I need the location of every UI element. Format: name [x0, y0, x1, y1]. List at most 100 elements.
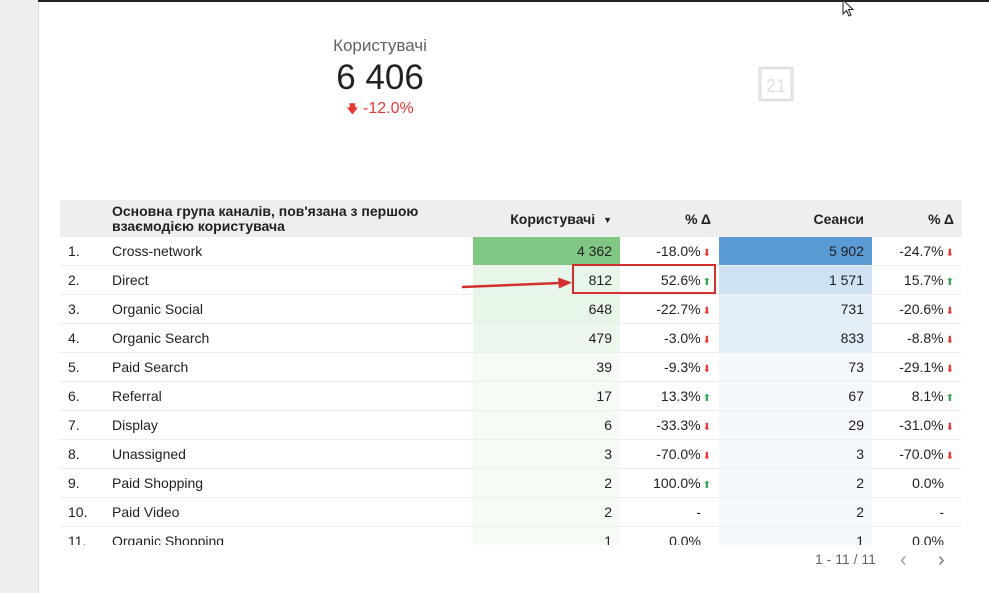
row-users-delta-value: -3.0% — [664, 330, 701, 346]
row-channel-value: Referral — [112, 388, 162, 404]
row-users: 4 362 — [473, 237, 620, 266]
calendar-icon-text: 21 — [766, 76, 786, 96]
arrow-down-icon: ⬇ — [702, 248, 711, 259]
chevron-left-icon[interactable]: ‹ — [900, 549, 907, 571]
chevron-right-icon[interactable]: › — [938, 549, 945, 571]
row-users-delta-value: 52.6% — [660, 272, 701, 288]
row-index-value: 6. — [68, 388, 80, 404]
table-row[interactable]: 1. Cross-network 4 362 -18.0% ⬇ 5 902 -24.7% ⬇ — [60, 237, 962, 266]
row-users: 2 — [473, 468, 620, 498]
row-users-delta: 13.3% ⬆ — [620, 381, 719, 411]
table-row[interactable]: 5. Paid Search 39 -9.3% ⬇ 73 -29.1% ⬇ — [60, 352, 962, 382]
users-scorecard: Користувачі 6 406 🡇 -12.0% — [300, 36, 460, 121]
row-users-value: 6 — [604, 417, 612, 433]
header-sessions[interactable]: Сеанси — [719, 200, 872, 237]
header-channel[interactable]: Основна група каналів, пов'язана з першо… — [104, 200, 473, 237]
row-index-value: 4. — [68, 330, 80, 346]
arrow-down-icon: ⬇ — [945, 335, 954, 346]
table-row[interactable]: 2. Direct 812 52.6% ⬆ 1 571 15.7% ⬆ — [60, 265, 962, 295]
row-users-value: 2 — [604, 475, 612, 491]
row-sessions: 731 — [719, 294, 872, 324]
row-index: 6. — [60, 381, 104, 411]
row-sessions: 5 902 — [719, 237, 872, 266]
row-channel-value: Display — [112, 417, 158, 433]
row-sessions-value: 3 — [856, 446, 864, 462]
table-row[interactable]: 10. Paid Video 2 - 2 - — [60, 497, 962, 527]
arrow-up-icon: ⬆ — [945, 393, 954, 404]
calendar-icon: 21 — [758, 66, 794, 102]
row-index: 5. — [60, 352, 104, 382]
scorecard-value: 6 406 — [336, 58, 424, 97]
row-users-delta-value: -70.0% — [656, 446, 701, 462]
top-border — [38, 0, 989, 2]
row-sessions-value: 2 — [856, 504, 864, 520]
annotation-arrow — [461, 277, 572, 289]
row-sessions-value: 73 — [848, 359, 864, 375]
row-channel-value: Paid Video — [112, 504, 180, 520]
row-index-value: 8. — [68, 446, 80, 462]
header-sessions-delta[interactable]: % Δ — [872, 200, 962, 237]
table-row[interactable]: 3. Organic Social 648 -22.7% ⬇ 731 -20.6% ⬇ — [60, 294, 962, 324]
arrow-down-icon: 🡇 — [346, 102, 359, 116]
header-users-delta[interactable]: % Δ — [620, 200, 719, 237]
table-row[interactable]: 8. Unassigned 3 -70.0% ⬇ 3 -70.0% ⬇ — [60, 439, 962, 469]
row-users: 39 — [473, 352, 620, 382]
row-users-value: 3 — [604, 446, 612, 462]
row-sessions-delta-value: -20.6% — [899, 301, 944, 317]
row-users-value: 479 — [588, 330, 612, 346]
row-index: 1. — [60, 237, 104, 266]
table-footer — [60, 545, 962, 593]
arrow-up-icon: ⬆ — [702, 480, 711, 491]
row-channel: Direct — [104, 265, 473, 295]
row-users: 479 — [473, 323, 620, 353]
row-index: 4. — [60, 323, 104, 353]
table-row[interactable]: 9. Paid Shopping 2 100.0% ⬆ 2 0.0% — [60, 468, 962, 498]
row-channel: Display — [104, 410, 473, 440]
row-channel: Organic Search — [104, 323, 473, 353]
table-row[interactable]: 7. Display 6 -33.3% ⬇ 29 -31.0% ⬇ — [60, 410, 962, 440]
row-users-value: 17 — [596, 388, 612, 404]
arrow-up-icon: ⬆ — [945, 277, 954, 288]
row-index: 9. — [60, 468, 104, 498]
row-sessions-delta: -31.0% ⬇ — [872, 410, 962, 440]
arrow-down-icon: ⬇ — [945, 451, 954, 462]
channel-table: Основна група каналів, пов'язана з першо… — [60, 200, 962, 556]
row-channel: Paid Video — [104, 497, 473, 527]
header-users[interactable]: Користувачі ▼ — [473, 200, 620, 237]
row-channel-value: Unassigned — [112, 446, 186, 462]
row-users: 2 — [473, 497, 620, 527]
row-sessions-delta: 8.1% ⬆ — [872, 381, 962, 411]
row-users-value: 2 — [604, 504, 612, 520]
row-sessions-value: 2 — [856, 475, 864, 491]
row-sessions: 2 — [719, 468, 872, 498]
row-index: 3. — [60, 294, 104, 324]
row-users-delta: -33.3% ⬇ — [620, 410, 719, 440]
arrow-down-icon: ⬇ — [945, 248, 954, 259]
mouse-cursor-icon — [842, 0, 858, 20]
header-users-label: Користувачі — [510, 210, 596, 227]
row-sessions-delta-value: -24.7% — [899, 243, 944, 259]
row-index: 7. — [60, 410, 104, 440]
row-users: 812 — [473, 265, 620, 295]
row-users-delta-value: 13.3% — [660, 388, 701, 404]
row-sessions: 3 — [719, 439, 872, 469]
row-users-delta: -18.0% ⬇ — [620, 237, 719, 266]
row-users: 3 — [473, 439, 620, 469]
row-users-delta: -70.0% ⬇ — [620, 439, 719, 469]
row-users-delta: - — [620, 497, 719, 527]
row-users-delta-value: - — [696, 504, 701, 520]
table-row[interactable]: 4. Organic Search 479 -3.0% ⬇ 833 -8.8% ⬇ — [60, 323, 962, 353]
header-index — [60, 200, 104, 237]
row-sessions-delta-value: 15.7% — [903, 272, 944, 288]
table-row[interactable]: 6. Referral 17 13.3% ⬆ 67 8.1% ⬆ — [60, 381, 962, 411]
table-header-row: Основна група каналів, пов'язана з першо… — [60, 200, 962, 237]
row-channel-value: Paid Shopping — [112, 475, 204, 491]
pagination-text: 1 - 11 / 11 — [815, 551, 876, 567]
scorecard-delta-value: -12.0% — [363, 100, 414, 117]
arrow-down-icon: ⬇ — [702, 335, 711, 346]
row-sessions-value: 833 — [840, 330, 864, 346]
row-sessions: 73 — [719, 352, 872, 382]
row-index-value: 3. — [68, 301, 80, 317]
row-channel: Cross-network — [104, 237, 473, 266]
row-channel-value: Organic Search — [112, 330, 210, 346]
